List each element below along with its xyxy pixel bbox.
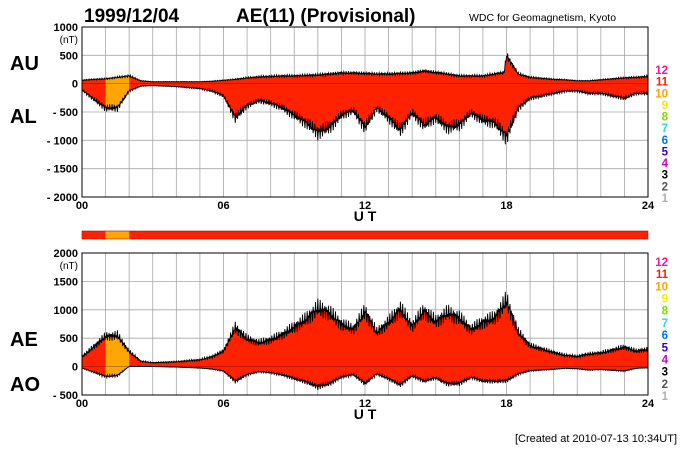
station-legend-label: 7: [662, 123, 668, 135]
y-tick-label: 2000: [54, 248, 78, 260]
al-series-line: [81, 84, 649, 145]
y-tick-label: 0: [72, 79, 78, 91]
y-tick-label: 0: [72, 362, 78, 374]
y-tick-label: 500: [60, 50, 78, 62]
unit-label: (nT): [60, 261, 78, 272]
x-tick-label: 18: [500, 398, 512, 410]
station-fill-11: [129, 291, 648, 390]
x-tick-label: 12: [359, 200, 371, 212]
station-fill-11: [82, 332, 106, 378]
station-legend-label: 6: [662, 135, 668, 147]
ao-series-line: [81, 365, 648, 390]
station-legend-label: 4: [662, 354, 669, 366]
y-tick-label: 500: [60, 333, 78, 345]
index-title: AE(11) (Provisional): [236, 6, 416, 27]
ae-series-line: [81, 291, 649, 365]
station-legend-label: 8: [662, 306, 669, 318]
station-legend-label: 9: [662, 100, 668, 112]
unit-label: (nT): [60, 35, 78, 46]
station-legend-label: 4: [662, 158, 669, 170]
station-legend-label: 2: [662, 379, 668, 391]
lower-index-label: AL: [10, 106, 37, 128]
station-legend-label: 11: [656, 269, 669, 281]
x-axis-label: U T: [354, 406, 377, 422]
date-title: 1999/12/04: [84, 6, 180, 27]
y-tick-label: - 1000: [47, 135, 78, 147]
station-fill-10: [105, 75, 130, 112]
plot-frame: [81, 252, 649, 396]
ae-ao-panel: 2000 1500 1000 500 0 - 500 (nT) 00 06 12 18 24 U T AE…: [10, 248, 655, 422]
source-label: WDC for Geomagnetism, Kyoto: [469, 12, 616, 24]
x-tick-label: 00: [76, 398, 88, 410]
station-legend-label: 3: [662, 367, 668, 379]
station-legend-label: 10: [655, 88, 668, 100]
station-bar-segment: [105, 231, 130, 239]
y-tick-label: - 2000: [47, 192, 78, 204]
upper-index-label: AU: [10, 53, 39, 75]
station-legend-label: 2: [662, 181, 668, 193]
x-tick-label: 12: [359, 398, 371, 410]
station-legend-label: 5: [662, 342, 669, 354]
y-tick-label: - 1500: [47, 164, 78, 176]
plot-frame: [81, 26, 649, 198]
station-legend-label: 12: [655, 257, 668, 269]
station-legend-label: 9: [662, 294, 668, 306]
station-legend-label: 7: [662, 318, 668, 330]
created-label: [Created at 2010-07-13 10:34UT]: [515, 433, 677, 445]
station-bar-segment: [129, 231, 648, 239]
x-tick-label: 06: [217, 398, 229, 410]
au-series-line: [81, 53, 649, 83]
x-tick-label: 18: [500, 200, 512, 212]
station-legend-label: 5: [662, 146, 669, 158]
x-axis-label: U T: [354, 208, 377, 224]
station-legend-label: 11: [656, 77, 669, 89]
station-legend-label: 6: [662, 330, 668, 342]
au-al-panel: 1000 500 0 - 500 - 1000 - 1500 - 2000 (nT) 00 06 1…: [10, 22, 655, 224]
x-tick-label: 24: [642, 398, 655, 410]
y-tick-label: - 500: [53, 107, 78, 119]
station-count-bar: [81, 230, 649, 240]
y-tick-label: 1500: [54, 276, 78, 288]
station-legend-label: 10: [655, 281, 668, 293]
x-tick-label: 00: [76, 200, 88, 212]
y-tick-label: - 500: [53, 390, 78, 402]
station-legend-label: 1: [662, 391, 669, 403]
station-bar-frame: [81, 230, 649, 240]
station-legend-label: 1: [662, 193, 669, 205]
station-legend-label: 3: [662, 170, 668, 182]
upper-index-label: AE: [10, 329, 38, 351]
x-tick-label: 24: [642, 200, 655, 212]
station-bar-segment: [82, 231, 106, 239]
x-tick-label: 06: [217, 200, 229, 212]
station-fill-10: [105, 330, 130, 378]
station-legend-label: 8: [662, 112, 669, 124]
lower-index-label: AO: [10, 374, 40, 396]
y-tick-label: 1000: [54, 22, 78, 34]
y-tick-label: 1000: [54, 305, 78, 317]
station-legend-label: 12: [655, 65, 668, 77]
